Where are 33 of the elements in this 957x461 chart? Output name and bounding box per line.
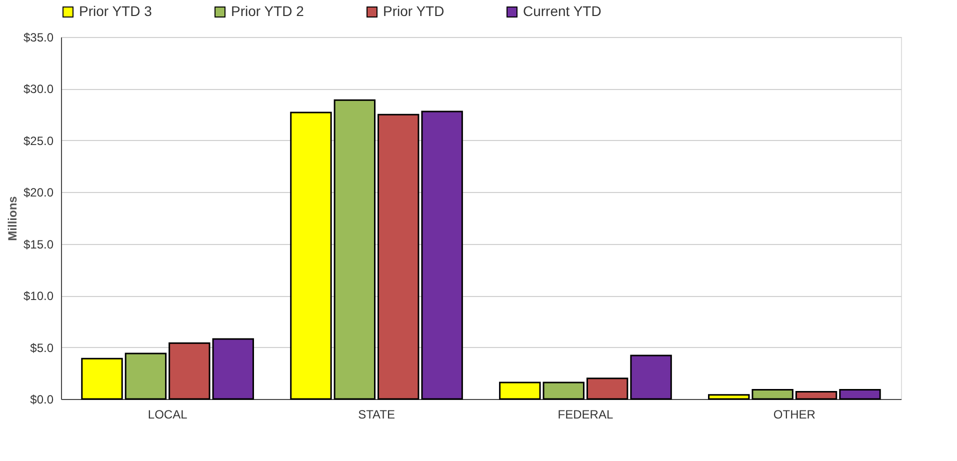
y-tick-label: $35.0: [23, 30, 54, 44]
bar: [421, 110, 463, 400]
bar: [499, 382, 541, 400]
legend-label: Prior YTD 3: [79, 3, 152, 19]
bar: [168, 342, 210, 400]
bar: [795, 391, 838, 400]
bar: [839, 388, 881, 400]
y-tick-label: $25.0: [23, 134, 54, 148]
legend-label: Prior YTD 2: [231, 3, 304, 19]
bar: [212, 338, 254, 400]
bar: [752, 388, 794, 400]
y-axis-title: Millions: [5, 196, 20, 241]
bar: [290, 112, 332, 400]
bar: [630, 354, 672, 400]
bar: [81, 358, 123, 400]
x-tick-label: OTHER: [773, 408, 816, 422]
bar: [708, 394, 750, 400]
x-tick-label: LOCAL: [148, 408, 188, 422]
x-tick-label: STATE: [358, 408, 395, 422]
bar: [334, 99, 376, 400]
x-tick-label: FEDERAL: [558, 408, 614, 422]
y-tick-label: $20.0: [23, 186, 54, 200]
bar: [542, 382, 584, 400]
legend-label: Current YTD: [523, 3, 602, 19]
y-tick-label: $5.0: [30, 340, 54, 355]
y-tick-label: $0.0: [30, 392, 54, 406]
bar: [378, 114, 420, 400]
legend-label: Prior YTD: [383, 3, 444, 19]
y-tick-label: $30.0: [23, 82, 54, 96]
bar: [124, 352, 167, 400]
y-tick-label: $10.0: [23, 289, 54, 304]
bar: [586, 378, 628, 400]
y-tick-label: $15.0: [23, 237, 54, 252]
